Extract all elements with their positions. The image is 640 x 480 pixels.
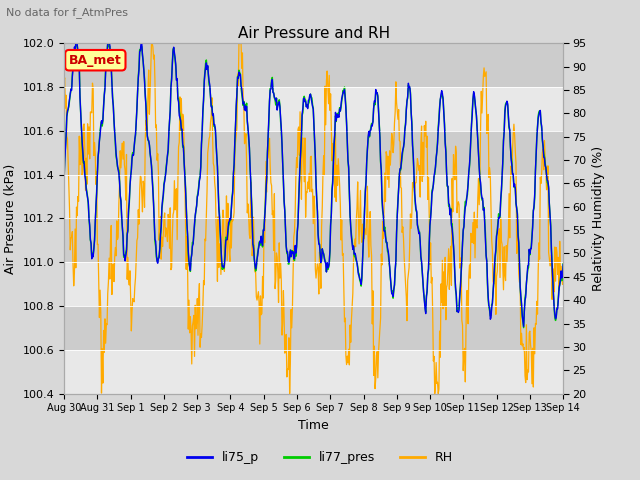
Bar bbox=[64, 262, 563, 306]
Text: BA_met: BA_met bbox=[69, 54, 122, 67]
Bar bbox=[64, 175, 563, 218]
Y-axis label: Relativity Humidity (%): Relativity Humidity (%) bbox=[592, 146, 605, 291]
Bar bbox=[64, 43, 563, 87]
Bar bbox=[64, 306, 563, 350]
Text: No data for f_AtmPres: No data for f_AtmPres bbox=[6, 7, 129, 18]
Legend: li75_p, li77_pres, RH: li75_p, li77_pres, RH bbox=[182, 446, 458, 469]
X-axis label: Time: Time bbox=[298, 419, 329, 432]
Bar bbox=[64, 87, 563, 131]
Title: Air Pressure and RH: Air Pressure and RH bbox=[237, 25, 390, 41]
Bar bbox=[64, 218, 563, 262]
Bar bbox=[64, 131, 563, 175]
Bar bbox=[64, 350, 563, 394]
Y-axis label: Air Pressure (kPa): Air Pressure (kPa) bbox=[4, 163, 17, 274]
